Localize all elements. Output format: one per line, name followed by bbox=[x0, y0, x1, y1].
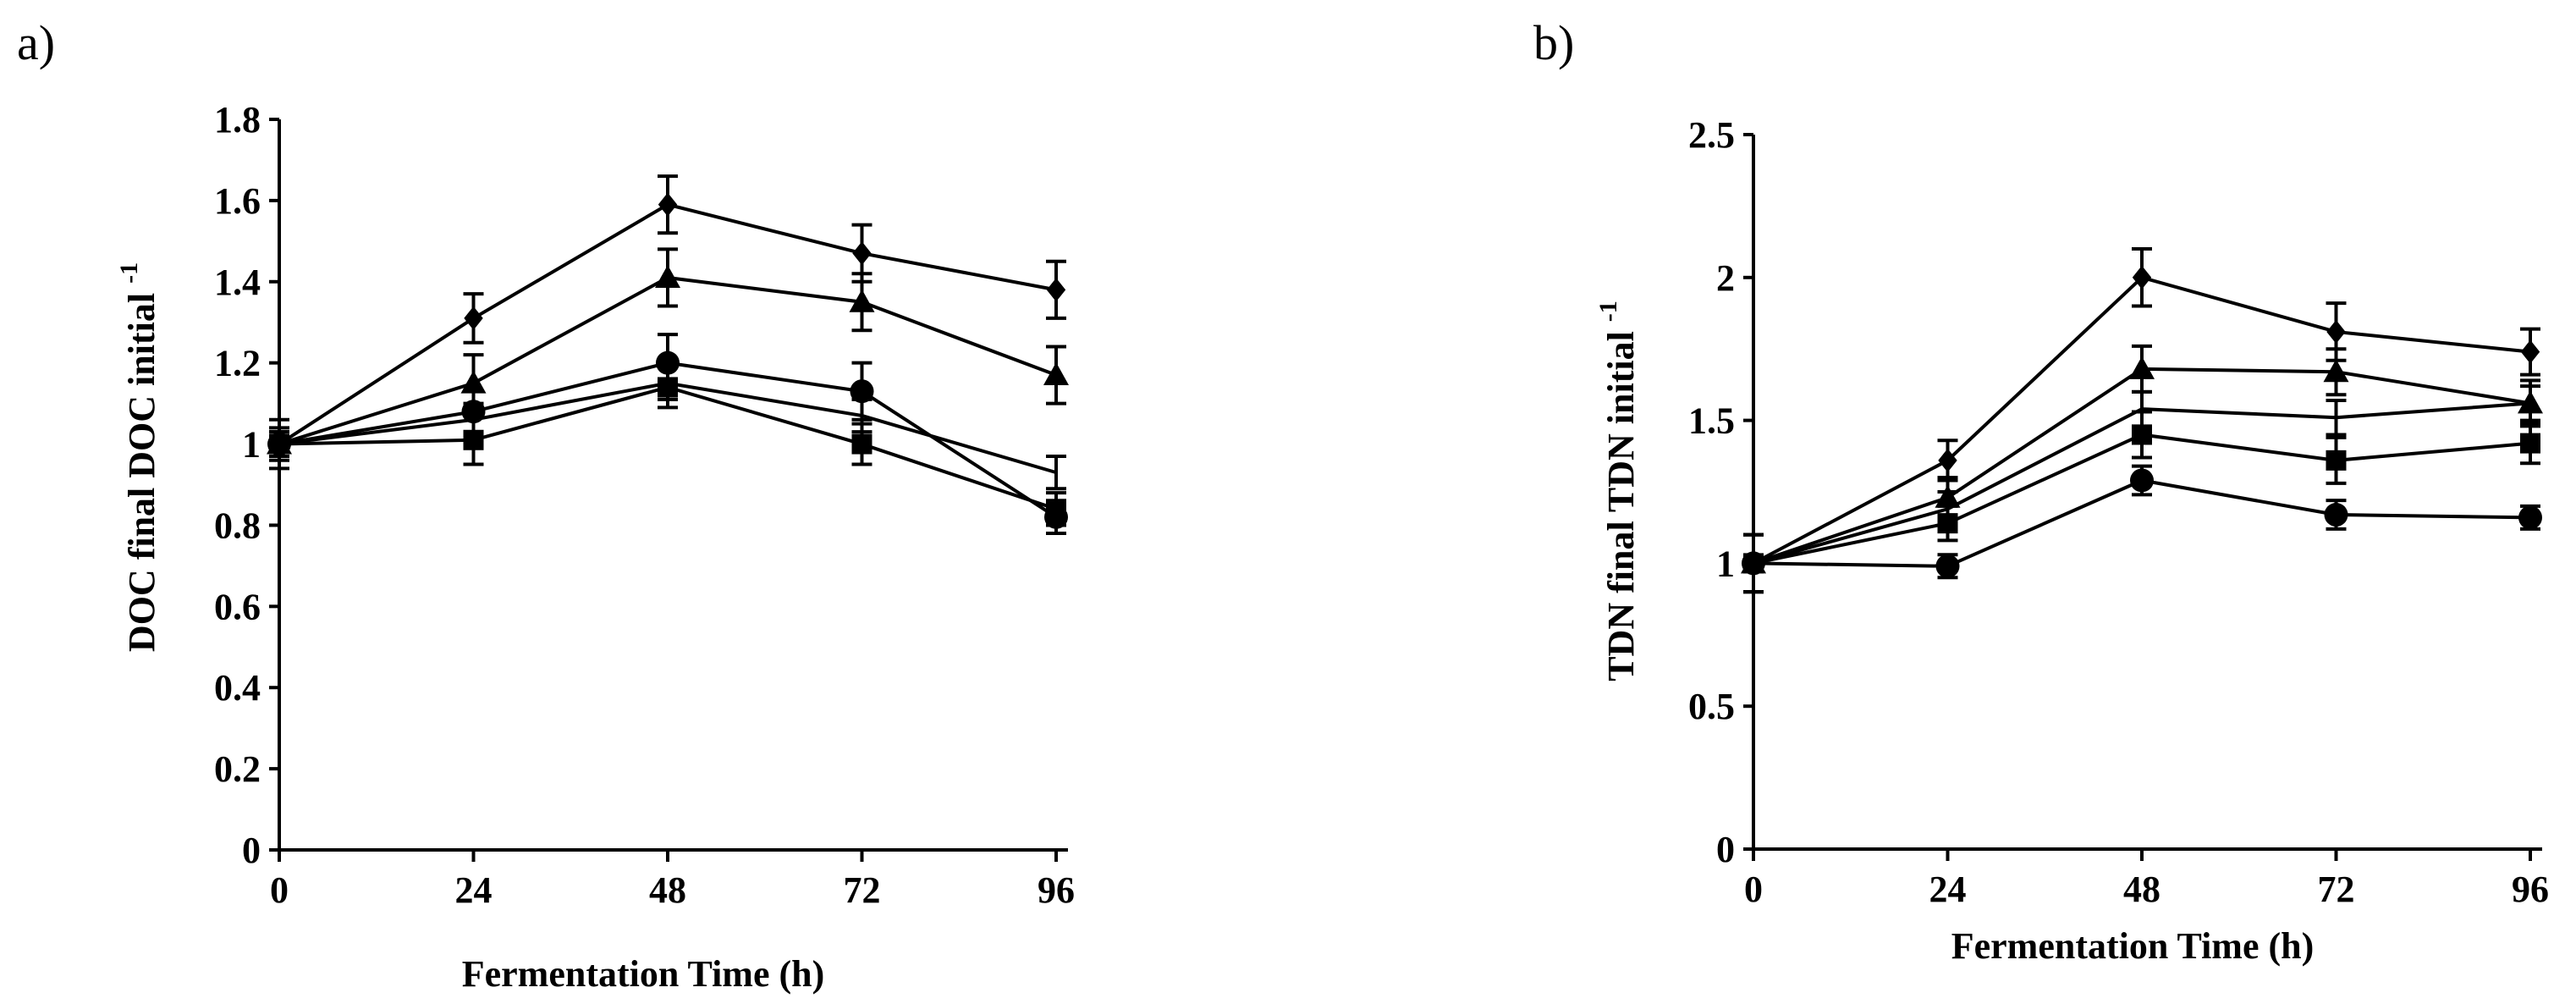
panel-a-point-diamond bbox=[1046, 278, 1066, 302]
panel-b-point-plain bbox=[2140, 407, 2144, 411]
panel-b-point-diamond bbox=[2520, 339, 2540, 364]
panel-b-point-diamond bbox=[2326, 319, 2346, 344]
panel-b-y-axis-title-sup: -1 bbox=[1594, 301, 1622, 322]
panel-b-point-circle bbox=[2518, 505, 2542, 530]
panel-b-y-tick-label: 2 bbox=[1716, 257, 1735, 299]
panel-a-y-tick-label: 1.6 bbox=[214, 180, 261, 222]
panel-a-x-tick-label: 0 bbox=[270, 869, 289, 911]
panel-a-x-tick-label: 96 bbox=[1038, 869, 1075, 911]
panel-a-y-tick-label: 1.8 bbox=[214, 99, 261, 141]
panel-a-point-diamond bbox=[658, 192, 678, 217]
panel-b-point-circle bbox=[2130, 468, 2154, 493]
panel-b-y-axis-title-main: TDN final TDN initial bbox=[1600, 322, 1642, 681]
panel-b-point-square bbox=[1937, 513, 1958, 534]
panel-b-x-axis-title: Fermentation Time (h) bbox=[1951, 925, 2315, 967]
panel-a-point-plain bbox=[860, 413, 864, 417]
panel-a-point-triangle bbox=[849, 289, 875, 312]
panel-a-y-axis-title-sup: -1 bbox=[115, 262, 143, 284]
panel-a-label: a) bbox=[17, 15, 55, 70]
panel-b-point-circle bbox=[1935, 554, 1960, 578]
panel-b-y-tick-label: 1 bbox=[1716, 543, 1735, 584]
panel-b-point-triangle bbox=[2323, 359, 2349, 383]
panel-a-point-triangle bbox=[655, 264, 680, 288]
panel-a-y-tick-label: 0.2 bbox=[214, 748, 261, 790]
panel-a-y-tick-label: 0.6 bbox=[214, 586, 261, 627]
panel-a-point-square bbox=[1046, 499, 1066, 520]
panel-b-point-plain bbox=[2334, 416, 2338, 420]
panel-b-point-diamond bbox=[1938, 448, 1957, 472]
panel-a-x-tick-label: 24 bbox=[455, 869, 493, 911]
panel-a-point-square bbox=[658, 377, 678, 398]
panel-b-point-diamond bbox=[2132, 265, 2152, 290]
panel-a-y-tick-label: 0.4 bbox=[214, 667, 261, 709]
panel-b-point-triangle bbox=[2129, 356, 2155, 379]
panel-a-y-tick-label: 1 bbox=[242, 424, 261, 466]
panel-b-x-tick-label: 72 bbox=[2318, 869, 2355, 910]
panel-b-y-tick-label: 1.5 bbox=[1688, 400, 1735, 442]
panel-b-point-plain bbox=[2529, 401, 2532, 405]
panel-a-point-triangle bbox=[460, 370, 487, 394]
panel-a-series-square bbox=[269, 365, 1066, 527]
panel-b-x-tick-label: 96 bbox=[2512, 869, 2549, 910]
panel-b-x-tick-label: 0 bbox=[1744, 869, 1763, 910]
panel-a-series-diamond bbox=[269, 174, 1066, 458]
panel-a-y-tick-label: 1.2 bbox=[214, 343, 261, 384]
panel-a-point-square bbox=[269, 433, 289, 455]
panel-a-point-circle bbox=[656, 350, 680, 375]
panel-a-y-tick-label: 0 bbox=[242, 830, 261, 871]
panel-b-point-square bbox=[2520, 433, 2540, 454]
panel-a-point-square bbox=[463, 429, 484, 450]
panel-b-x-tick-label: 24 bbox=[1929, 869, 1967, 910]
panel-b-y-tick-label: 2.5 bbox=[1688, 114, 1735, 156]
panel-a-y-axis-title-main: DOC final DOC initial bbox=[121, 284, 162, 652]
panel-b-point-square bbox=[2132, 424, 2152, 445]
panel-b-point-circle bbox=[2324, 503, 2348, 527]
panel-b-point-circle bbox=[1742, 551, 1765, 576]
panel-a-point-diamond bbox=[852, 241, 872, 266]
panel-a-point-triangle bbox=[1043, 362, 1069, 386]
panel-b-y-tick-label: 0.5 bbox=[1688, 686, 1735, 727]
panel-b-x-tick-label: 48 bbox=[2123, 869, 2160, 910]
panel-a-y-tick-label: 0.8 bbox=[214, 505, 261, 546]
panel-b-label: b) bbox=[1533, 15, 1574, 70]
panel-b-y-tick-label: 0 bbox=[1716, 829, 1735, 870]
panel-b-y-axis-title: TDN final TDN initial -1 bbox=[1594, 301, 1642, 681]
panel-a-x-tick-label: 48 bbox=[649, 869, 686, 911]
panel-a-point-circle bbox=[850, 379, 874, 404]
panel-b-tdn-chart: b) TDN final TDN initial -1 Fermentation… bbox=[1533, 15, 2549, 967]
panel-a-series-circle bbox=[267, 333, 1068, 536]
panel-a-point-plain bbox=[1054, 471, 1058, 475]
panel-a-x-tick-label: 72 bbox=[844, 869, 881, 911]
panel-a-y-tick-label: 1.4 bbox=[214, 262, 261, 303]
panel-a-point-diamond bbox=[464, 306, 483, 330]
panel-a-point-square bbox=[851, 433, 872, 455]
panel-a-doc-chart: a) DOC final DOC initial -1 Fermentation… bbox=[17, 15, 1075, 995]
panel-a-x-axis-title: Fermentation Time (h) bbox=[462, 953, 825, 995]
panel-b-point-square bbox=[2326, 450, 2347, 471]
panel-a-y-axis-title: DOC final DOC initial -1 bbox=[115, 262, 162, 652]
panel-b-series-circle bbox=[1742, 464, 2542, 594]
